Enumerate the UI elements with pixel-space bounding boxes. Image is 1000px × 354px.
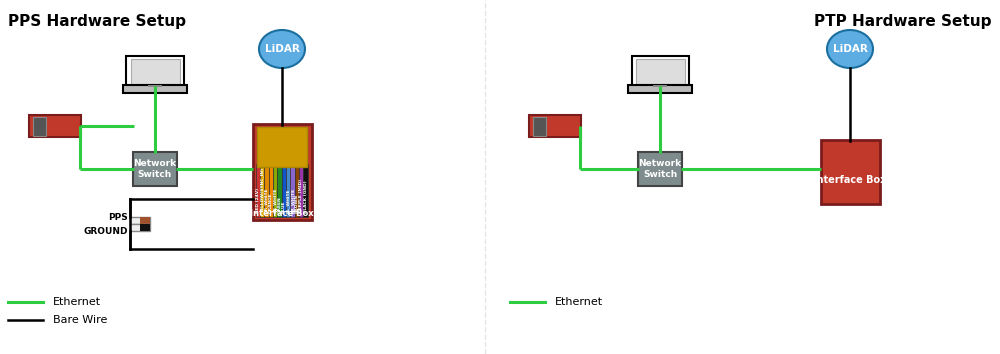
Text: GREEN: GREEN — [278, 197, 282, 213]
Text: PPS Hardware Setup: PPS Hardware Setup — [8, 14, 186, 29]
Text: Interface Box: Interface Box — [813, 175, 887, 185]
FancyBboxPatch shape — [299, 164, 303, 217]
FancyBboxPatch shape — [269, 164, 273, 217]
FancyBboxPatch shape — [264, 164, 269, 217]
Text: RED (24V): RED (24V) — [256, 188, 260, 213]
FancyBboxPatch shape — [252, 124, 312, 220]
FancyBboxPatch shape — [286, 164, 290, 217]
Text: BLUE: BLUE — [282, 201, 286, 213]
FancyBboxPatch shape — [273, 164, 277, 217]
Text: LiDAR: LiDAR — [265, 44, 299, 54]
FancyBboxPatch shape — [133, 152, 177, 186]
Ellipse shape — [827, 30, 873, 68]
Text: PURPLE (MID): PURPLE (MID) — [299, 179, 303, 213]
FancyBboxPatch shape — [303, 164, 308, 217]
FancyBboxPatch shape — [282, 164, 286, 217]
FancyBboxPatch shape — [529, 115, 581, 137]
FancyBboxPatch shape — [532, 116, 546, 136]
Text: ORANGE: ORANGE — [269, 193, 273, 213]
Text: PTP Hardware Setup: PTP Hardware Setup — [814, 14, 992, 29]
Text: BROWN: BROWN — [295, 194, 299, 213]
FancyBboxPatch shape — [820, 141, 880, 204]
Text: GR_WHITE: GR_WHITE — [273, 188, 277, 213]
FancyBboxPatch shape — [130, 224, 150, 231]
Text: BR_WHITE: BR_WHITE — [291, 188, 295, 213]
FancyBboxPatch shape — [126, 56, 184, 87]
FancyBboxPatch shape — [277, 164, 282, 217]
Ellipse shape — [259, 30, 305, 68]
FancyBboxPatch shape — [130, 217, 150, 224]
Text: BL_WHITE: BL_WHITE — [286, 189, 290, 213]
Text: OR_WHITE: OR_WHITE — [265, 188, 269, 213]
Text: Ethernet: Ethernet — [555, 297, 603, 307]
FancyBboxPatch shape — [140, 224, 150, 231]
FancyBboxPatch shape — [632, 56, 688, 87]
FancyBboxPatch shape — [33, 116, 46, 136]
FancyBboxPatch shape — [123, 86, 187, 93]
Text: Network
Switch: Network Switch — [638, 159, 682, 179]
Text: Interface Box: Interface Box — [250, 209, 314, 218]
Bar — [653, 85, 667, 86]
FancyBboxPatch shape — [130, 59, 180, 84]
Text: BLACK (GND): BLACK (GND) — [304, 181, 308, 213]
FancyBboxPatch shape — [29, 115, 81, 137]
Text: Ethernet: Ethernet — [53, 297, 101, 307]
FancyBboxPatch shape — [257, 127, 307, 167]
FancyBboxPatch shape — [628, 86, 692, 93]
Text: YELLOW(SYNC_IN): YELLOW(SYNC_IN) — [260, 169, 264, 213]
FancyBboxPatch shape — [140, 217, 150, 224]
Bar — [148, 85, 162, 86]
FancyBboxPatch shape — [256, 164, 260, 217]
FancyBboxPatch shape — [295, 164, 299, 217]
Text: PPS: PPS — [108, 212, 128, 222]
Text: LiDAR: LiDAR — [833, 44, 867, 54]
FancyBboxPatch shape — [290, 164, 295, 217]
FancyBboxPatch shape — [260, 164, 264, 217]
Text: GROUND: GROUND — [83, 227, 128, 235]
FancyBboxPatch shape — [636, 59, 684, 84]
FancyBboxPatch shape — [638, 152, 682, 186]
Text: Bare Wire: Bare Wire — [53, 315, 107, 325]
Text: Network
Switch: Network Switch — [133, 159, 177, 179]
